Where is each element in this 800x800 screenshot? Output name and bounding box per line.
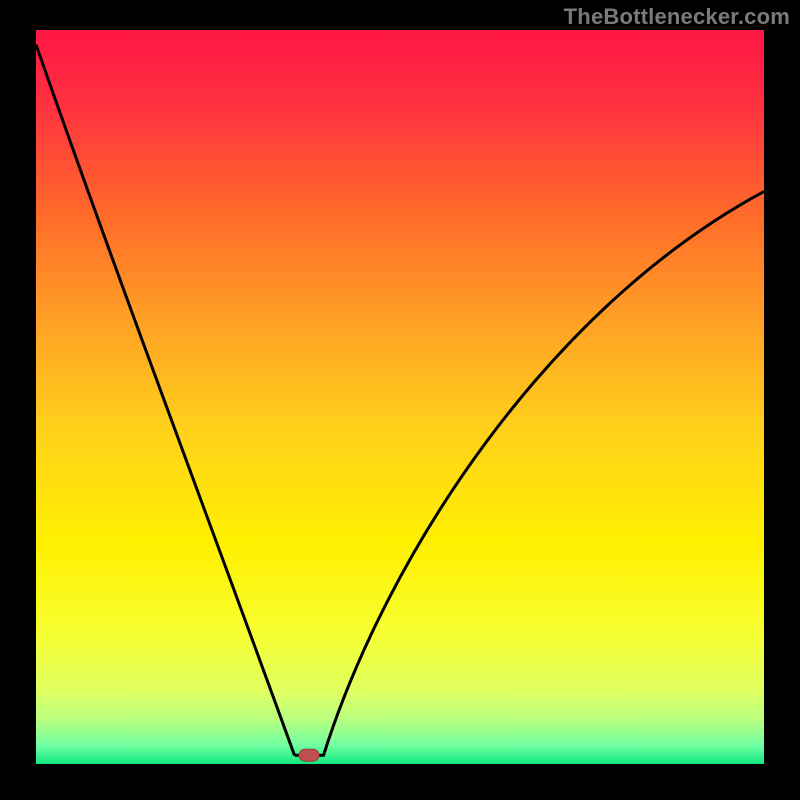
chart-stage: TheBottlenecker.com — [0, 0, 800, 800]
plot-background — [36, 30, 764, 764]
optimal-point-marker — [299, 749, 319, 761]
bottleneck-curve-chart — [0, 0, 800, 800]
